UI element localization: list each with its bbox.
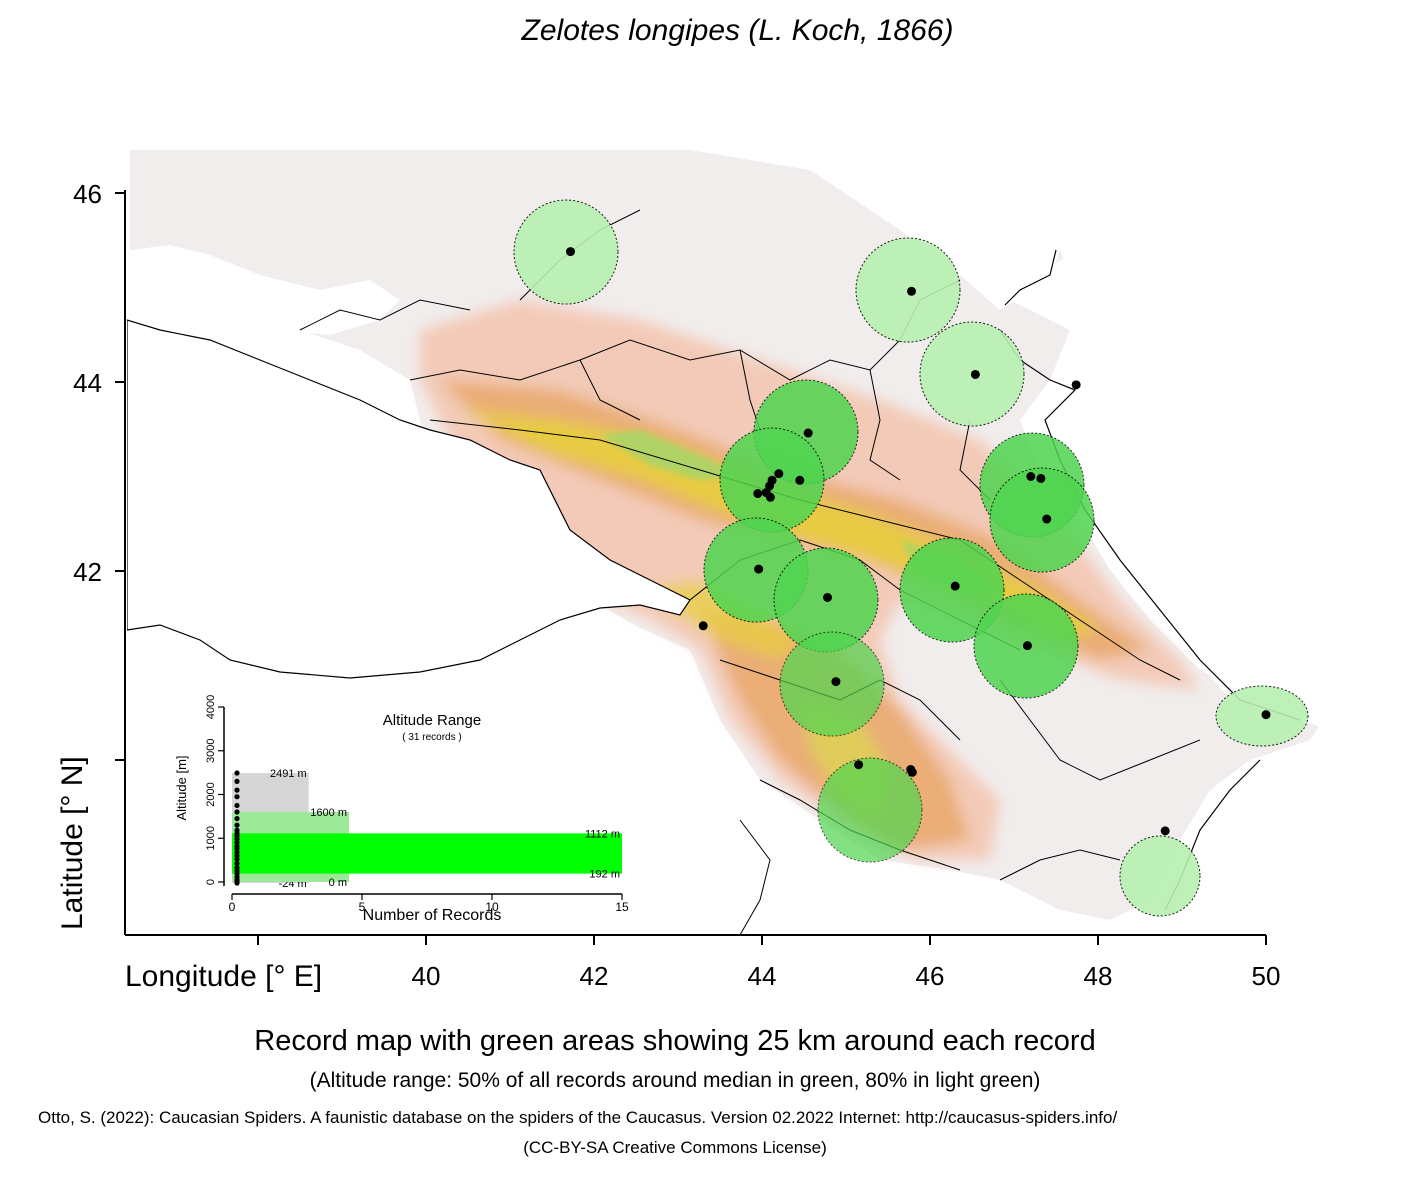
record-point [1026, 472, 1036, 481]
caption-main: Record map with green areas showing 25 k… [254, 1025, 1096, 1057]
record-point [803, 428, 813, 438]
record-point [1042, 514, 1052, 524]
record-point [823, 592, 833, 602]
x-tick-label: 42 [580, 961, 609, 991]
license: (CC-BY-SA Creative Commons License) [523, 1138, 827, 1157]
record-point [1160, 826, 1170, 836]
y-tick-label: 42 [73, 557, 102, 587]
range-low-label: 192 m [589, 869, 620, 881]
record-point [831, 677, 841, 687]
record-point [1036, 473, 1046, 483]
x-tick-label: 46 [916, 961, 945, 991]
record-point [765, 492, 775, 502]
altitude-record-dot [234, 787, 240, 793]
inset-x-tick-label: 15 [615, 900, 629, 914]
altitude-record-dot [234, 778, 240, 784]
record-point [753, 489, 763, 499]
x-tick-label: 50 [1252, 961, 1281, 991]
range-high-label: 1600 m [310, 807, 347, 819]
x-tick-label: 44 [748, 961, 777, 991]
inset-title: Altitude Range [383, 712, 481, 729]
inset-subtitle: ( 31 records ) [402, 732, 461, 743]
citation: Otto, S. (2022): Caucasian Spiders. A fa… [38, 1108, 1118, 1127]
record-point [907, 286, 917, 296]
y-tick-label: 44 [73, 368, 102, 398]
inset-background [150, 690, 640, 930]
record-point [1261, 710, 1271, 720]
record-point [565, 247, 575, 257]
sea-of-azov [130, 245, 400, 335]
range-high-label: 1112 m [585, 828, 620, 840]
black-sea [127, 319, 691, 679]
caspian-sea [1010, 240, 1327, 729]
altitude-record-dot [234, 864, 240, 871]
longitude-axis-label: Longitude [° E] [125, 960, 323, 993]
inset-axes: 0 5 10 15 0 1000 2000 3000 4000 [205, 695, 629, 914]
altitude-record-dot [234, 794, 240, 800]
inset-ylabel: Altitude [m] [174, 755, 189, 820]
record-point [698, 621, 708, 631]
altitude-range-bar [232, 833, 622, 874]
altitude-record-dot [234, 827, 240, 833]
x-tick-label: 48 [1084, 961, 1113, 991]
altitude-record-dot [234, 809, 240, 815]
record-point [950, 581, 960, 591]
altitude-record-dots [234, 770, 240, 886]
y-tick-label: 46 [73, 179, 102, 209]
inset-y-tick-label: 3000 [205, 739, 217, 763]
inset-y-tick-label: 0 [205, 879, 217, 885]
altitude-record-dot [234, 815, 240, 822]
record-point [854, 760, 864, 770]
record-point [970, 369, 980, 379]
record-point [1022, 641, 1032, 651]
inset-x-tick-label: 10 [485, 900, 499, 914]
altitude-record-dot [234, 802, 240, 809]
altitude-record-dot [234, 770, 240, 776]
caption-sub: (Altitude range: 50% of all records arou… [309, 1069, 1041, 1092]
record-point [907, 767, 917, 777]
inset-y-tick-label: 4000 [205, 695, 217, 719]
relief-map [127, 150, 1327, 935]
x-tick-label: 40 [412, 961, 441, 991]
latitude-axis-label: Latitude [° N] [56, 756, 89, 930]
range-low-label: 0 m [329, 877, 347, 889]
record-points [565, 247, 1271, 836]
record-point [754, 564, 764, 574]
map-title: Zelotes longipes (L. Koch, 1866) [521, 14, 954, 47]
inset-y-tick-label: 2000 [205, 782, 217, 806]
altitude-record-dot [234, 822, 240, 828]
record-point [1071, 380, 1081, 390]
inset-x-tick-label: 5 [359, 900, 366, 914]
record-point [765, 481, 775, 491]
inset-y-tick-label: 1000 [205, 826, 217, 850]
record-point [774, 469, 784, 479]
inset-xlabel: Number of Records [363, 907, 502, 924]
altitude-record-dot [234, 861, 240, 867]
map-axes [124, 190, 1266, 936]
peak-zone [600, 430, 740, 480]
range-high-label: 2491 m [270, 768, 307, 780]
inset-x-tick-label: 0 [229, 900, 236, 914]
record-point [795, 475, 805, 485]
